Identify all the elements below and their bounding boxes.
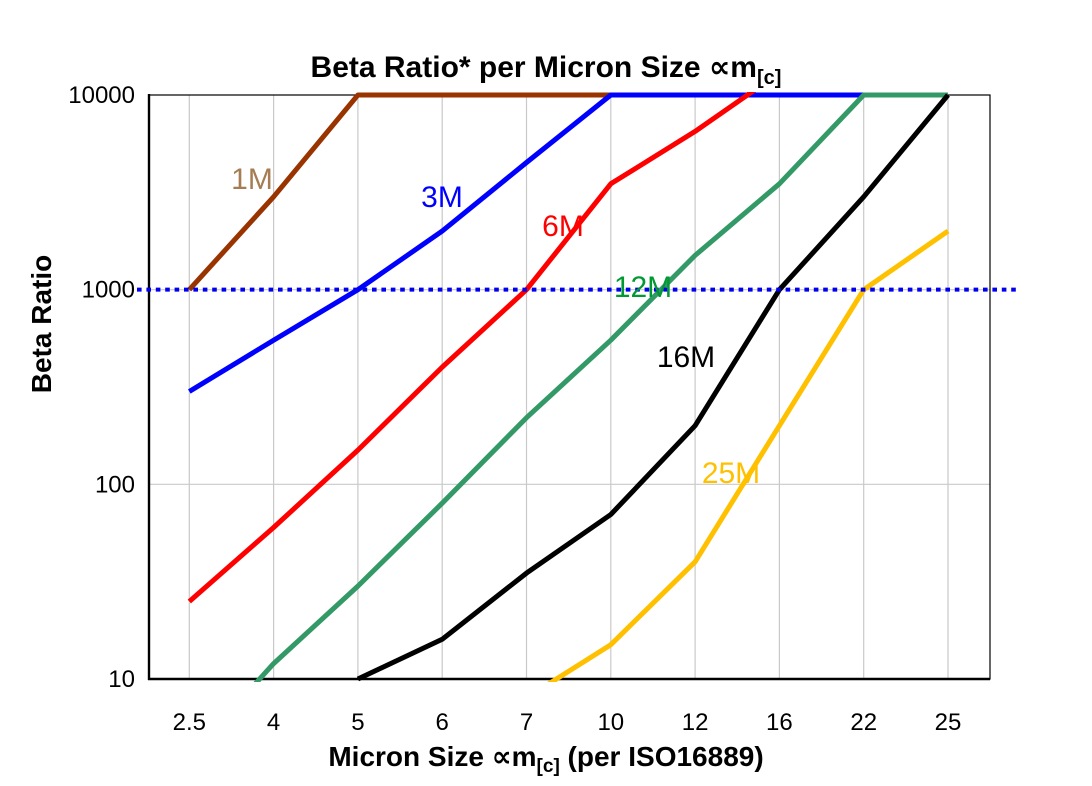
x-tick-label: 10 — [597, 709, 624, 736]
x-axis-title-suffix: (per ISO16889) — [559, 741, 764, 772]
x-tick-label: 6 — [436, 709, 449, 736]
chart-title-text: Beta Ratio* per Micron Size ∝m — [310, 51, 757, 84]
chart-title: Beta Ratio* per Micron Size ∝m[c] — [0, 50, 1092, 90]
x-tick-label: 12 — [682, 709, 709, 736]
series-line-12M — [253, 92, 948, 682]
series-line-6M — [187, 92, 757, 604]
x-tick-label: 16 — [766, 709, 793, 736]
series-line-25M — [547, 229, 950, 682]
y-tick-label: 10000 — [68, 82, 135, 109]
series-line-3M — [188, 92, 948, 394]
series-line-16M — [356, 93, 950, 682]
series-label-6M: 6M — [542, 210, 584, 243]
x-tick-label: 4 — [267, 709, 280, 736]
x-tick-label: 5 — [351, 709, 364, 736]
series-label-3M: 3M — [421, 181, 463, 214]
series-label-12M: 12M — [614, 271, 672, 304]
series-label-25M: 25M — [702, 457, 760, 490]
x-tick-label: 22 — [850, 709, 877, 736]
series-line-1M — [187, 92, 611, 292]
y-tick-label: 100 — [95, 471, 135, 498]
x-axis-title-text: Micron Size ∝m — [328, 741, 537, 772]
gridlines — [149, 95, 990, 679]
series-label-1M: 1M — [231, 163, 273, 196]
chart-title-subscript: [c] — [757, 67, 782, 89]
series-label-16M: 16M — [657, 341, 715, 374]
y-tick-label: 1000 — [82, 277, 135, 304]
x-axis-title-subscript: [c] — [536, 756, 560, 777]
x-axis-title: Micron Size ∝m[c] (per ISO16889) — [0, 740, 1092, 778]
y-tick-label: 10 — [108, 666, 135, 693]
series-lines — [187, 92, 950, 682]
x-tick-label: 7 — [520, 709, 533, 736]
x-tick-label: 25 — [935, 709, 962, 736]
x-tick-label: 2.5 — [173, 709, 206, 736]
